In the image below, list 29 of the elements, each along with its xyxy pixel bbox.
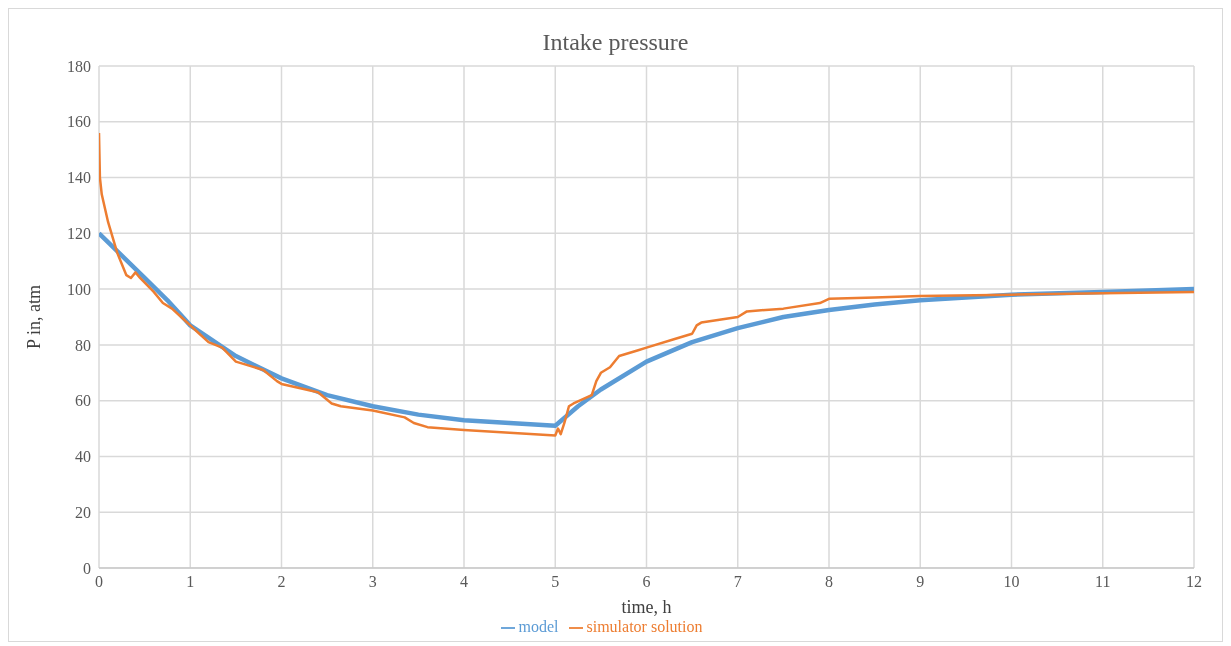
x-tick-label: 5: [551, 573, 560, 591]
x-tick-label: 12: [1186, 573, 1202, 591]
x-tick-label: 9: [916, 573, 925, 591]
x-tick-label: 0: [95, 573, 103, 591]
legend-label: simulator solution: [586, 618, 703, 635]
y-tick-label: 60: [75, 392, 91, 410]
x-tick-label: 7: [733, 573, 742, 591]
x-tick-label: 8: [825, 573, 833, 591]
y-tick-label: 100: [67, 280, 91, 298]
y-tick-label: 40: [75, 448, 91, 466]
y-tick-label: 140: [67, 169, 91, 187]
chart-title: Intake pressure: [541, 28, 690, 56]
x-tick-label: 4: [460, 573, 468, 591]
y-tick-label: 80: [75, 336, 91, 354]
x-axis-title: time, h: [621, 597, 672, 617]
x-tick-label: 2: [277, 573, 286, 591]
y-tick-label: 20: [75, 503, 91, 521]
y-tick-label: 0: [83, 559, 91, 577]
x-tick-label: 1: [186, 573, 195, 591]
x-tick-label: 11: [1095, 573, 1111, 591]
y-axis-title: P in, atm: [24, 285, 45, 349]
line-series: [99, 131, 1194, 437]
y-tick-label: 120: [67, 225, 91, 243]
x-tick-label: 10: [1003, 573, 1020, 591]
legend-label: model: [518, 618, 559, 635]
y-tick-label: 160: [67, 113, 91, 131]
x-tick-label: 6: [642, 573, 651, 591]
y-tick-label: 180: [67, 57, 91, 75]
x-tick-label: 3: [368, 573, 377, 591]
